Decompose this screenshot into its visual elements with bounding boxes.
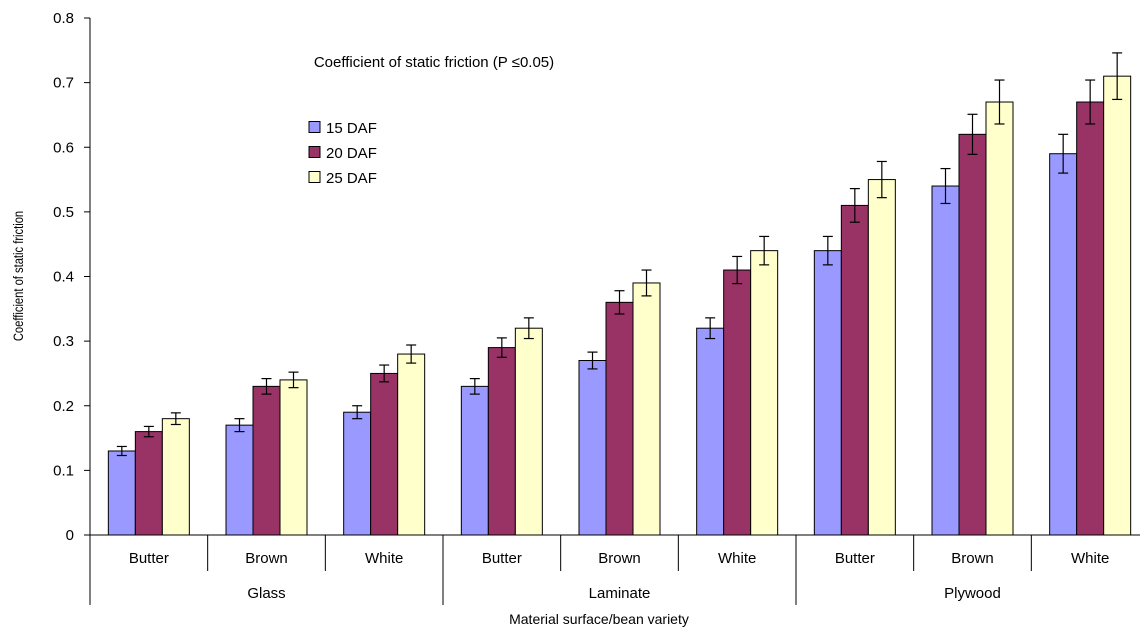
y-tick-label: 0 [66,527,74,544]
bar [696,327,725,536]
bar [1049,153,1078,536]
y-tick-label: 0.5 [53,204,74,221]
bar [958,133,987,536]
bar [840,204,869,536]
plot-area: 0 0.1 0.2 0.3 0.4 0.5 0.6 0.7 0.8 Butter Brown Whit… [53,10,1140,605]
bar [279,379,308,536]
bar [514,327,543,536]
bar [460,385,489,536]
category-label: Brown [951,550,994,567]
bar [931,185,960,536]
y-tick-label: 0.7 [53,75,74,92]
bar [578,360,607,536]
y-tick-label: 0.6 [53,139,74,156]
bar [1076,101,1105,536]
category-label: Butter [482,550,522,567]
category-label: White [365,550,403,567]
category-label: Brown [245,550,288,567]
y-tick-label: 0.4 [53,269,74,286]
bar [985,101,1014,536]
category-label: Butter [835,550,875,567]
legend-label: 25 DAF [326,170,377,187]
bar [632,282,661,536]
bar [370,372,399,536]
group-label: Plywood [944,585,1001,602]
bar [487,347,516,536]
y-tick-label: 0.3 [53,333,74,350]
category-label: Brown [598,550,641,567]
x-axis-label: Material surface/bean variety [509,611,689,627]
bar [1103,75,1132,536]
bar [813,250,842,536]
category-label: White [718,550,756,567]
legend-label: 15 DAF [326,120,377,137]
legend: 15 DAF 20 DAF 25 DAF [308,120,377,187]
bar [397,353,426,536]
bar [867,179,896,536]
bar [252,385,281,536]
bar [605,301,634,536]
bar [723,269,752,536]
bar [750,250,779,536]
legend-swatch [308,171,321,183]
bar [134,431,163,536]
y-axis-label: Coefficient of static friction [11,211,26,341]
group-label: Laminate [589,585,651,602]
group-label: Glass [247,585,285,602]
legend-swatch [308,146,321,158]
bar [343,411,372,536]
bar [107,450,136,536]
category-label: White [1071,550,1109,567]
legend-swatch [308,121,321,133]
y-tick-label: 0.2 [53,398,74,415]
category-label: Butter [129,550,169,567]
bar [161,418,190,536]
chart-title: Coefficient of static friction (P ≤0.05) [314,54,554,71]
legend-label: 20 DAF [326,145,377,162]
y-tick-label: 0.1 [53,462,74,479]
bar [225,424,254,536]
y-tick-label: 0.8 [53,10,74,27]
